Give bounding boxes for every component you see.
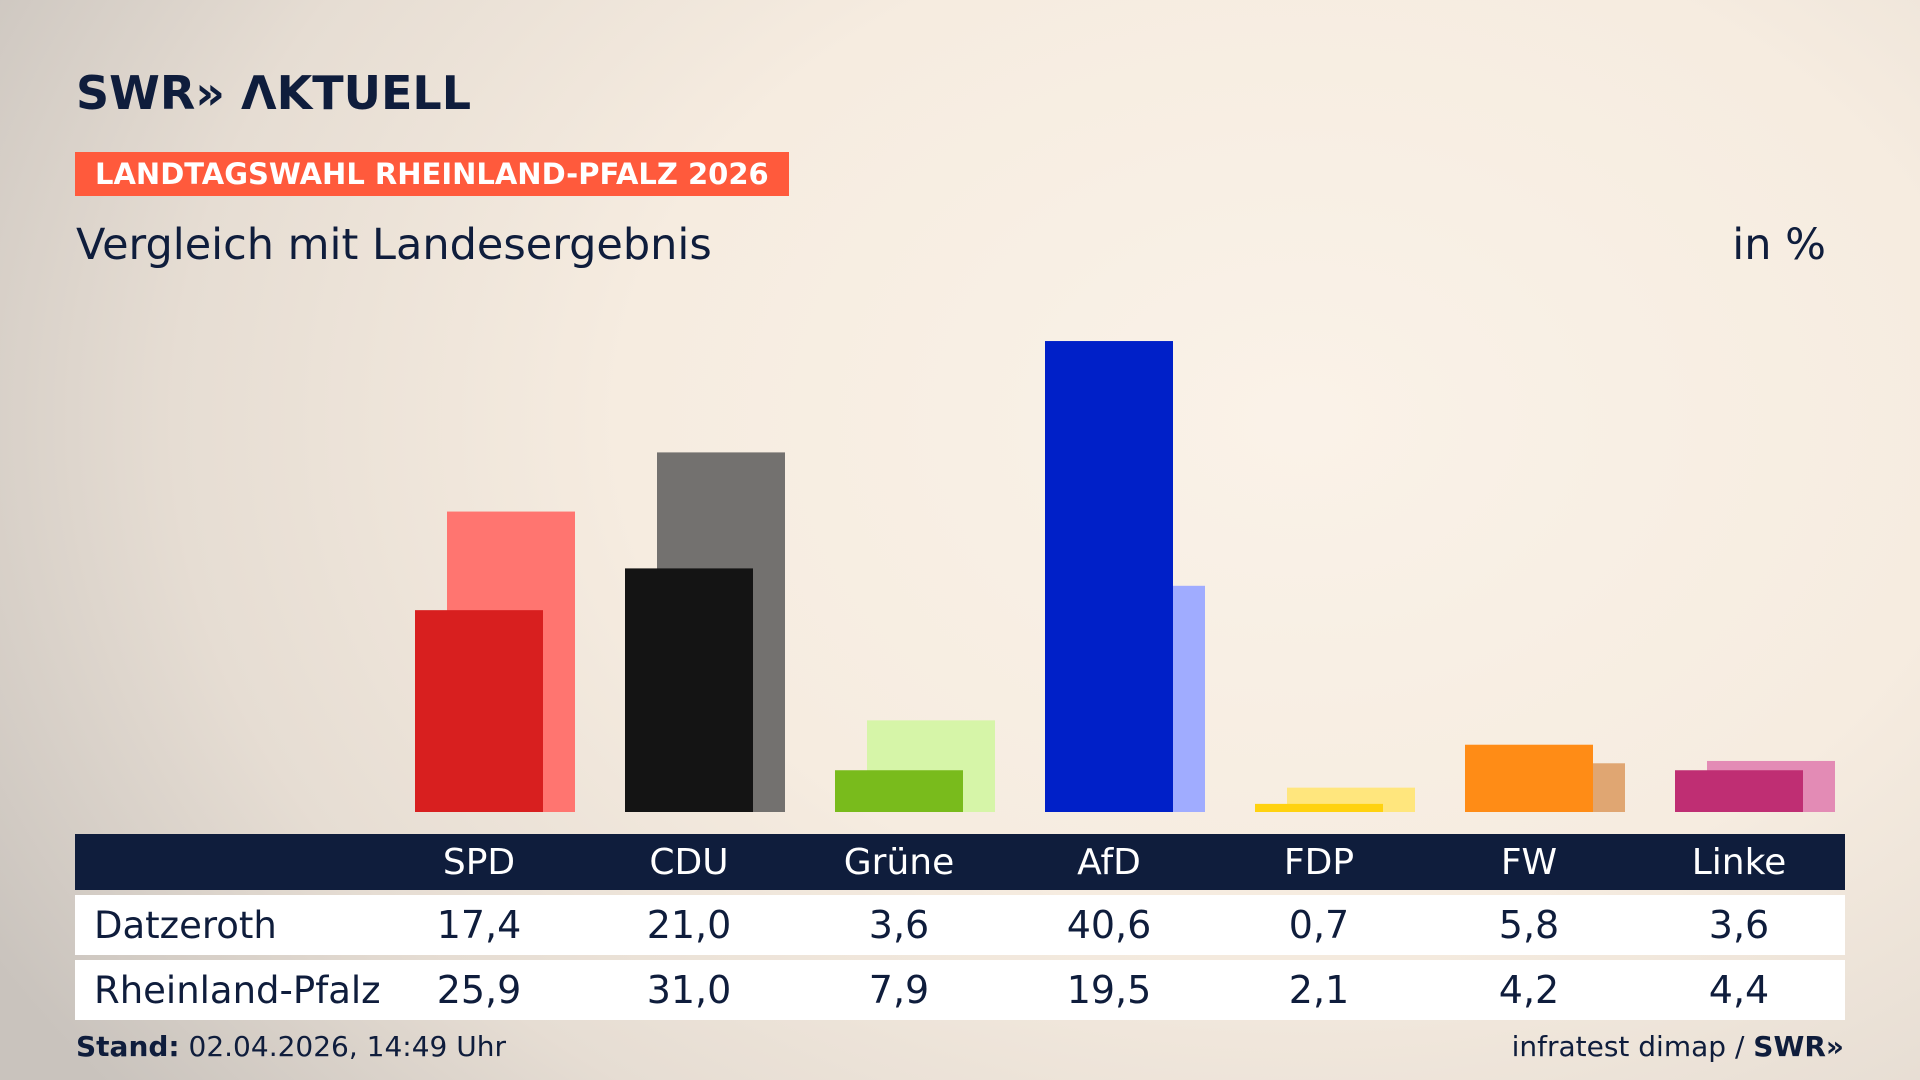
timestamp: Stand: 02.04.2026, 14:49 Uhr bbox=[76, 1030, 506, 1063]
swr-aktuell-logo: SWR» ΛKTUELL bbox=[76, 66, 472, 120]
table-cell: 40,6 bbox=[1066, 903, 1152, 947]
table-header: SPD CDU Grüne AfD FDP FW Linke bbox=[75, 834, 1845, 890]
table-cell: 25,9 bbox=[436, 968, 522, 1012]
column-header: Linke bbox=[1691, 841, 1787, 883]
row-label: Rheinland-Pfalz bbox=[94, 968, 381, 1012]
column-header: CDU bbox=[649, 841, 729, 883]
table-cell: 21,0 bbox=[646, 903, 732, 947]
bar-cdu-datzeroth bbox=[625, 568, 753, 812]
election-badge: LANDTAGSWAHL RHEINLAND-PFALZ 2026 bbox=[75, 152, 789, 196]
table-row: Datzeroth 17,4 21,0 3,6 40,6 0,7 5,8 3,6 bbox=[75, 895, 1845, 955]
bar-grüne-datzeroth bbox=[835, 770, 963, 812]
table-cell: 4,4 bbox=[1708, 968, 1770, 1012]
bar-spd-datzeroth bbox=[415, 610, 543, 812]
source-text: infratest dimap / bbox=[1511, 1030, 1745, 1063]
table-cell: 4,2 bbox=[1498, 968, 1560, 1012]
bar-linke-datzeroth bbox=[1675, 770, 1803, 812]
stand-label: Stand: bbox=[76, 1030, 180, 1063]
row-label: Datzeroth bbox=[94, 903, 277, 947]
column-header: Grüne bbox=[843, 841, 955, 883]
table-cell: 17,4 bbox=[436, 903, 522, 947]
table-cell: 2,1 bbox=[1288, 968, 1350, 1012]
table-cell: 31,0 bbox=[646, 968, 732, 1012]
table-cell: 5,8 bbox=[1498, 903, 1560, 947]
column-header: FDP bbox=[1283, 841, 1355, 883]
source: infratest dimap / SWR» bbox=[1512, 1030, 1844, 1063]
table-cell: 19,5 bbox=[1066, 968, 1152, 1012]
bar-fdp-datzeroth bbox=[1255, 803, 1383, 812]
table-row: Rheinland-Pfalz 25,9 31,0 7,9 19,5 2,1 4,2 4,4 bbox=[75, 960, 1845, 1020]
table-cell: 3,6 bbox=[1708, 903, 1770, 947]
table-cell: 3,6 bbox=[868, 903, 930, 947]
source-brand: SWR» bbox=[1753, 1030, 1844, 1063]
bar-fw-datzeroth bbox=[1465, 744, 1593, 812]
chart-subtitle: Vergleich mit Landesergebnis bbox=[76, 220, 712, 270]
bar-chart bbox=[415, 341, 1835, 812]
column-header: SPD bbox=[442, 841, 516, 883]
unit-label: in % bbox=[1732, 220, 1826, 270]
table-cell: 7,9 bbox=[868, 968, 930, 1012]
table-cell: 0,7 bbox=[1288, 903, 1350, 947]
stand-value: 02.04.2026, 14:49 Uhr bbox=[188, 1030, 506, 1063]
bar-afd-datzeroth bbox=[1045, 341, 1173, 812]
column-header: FW bbox=[1500, 841, 1558, 883]
column-header: AfD bbox=[1077, 841, 1141, 883]
results-table: SPD CDU Grüne AfD FDP FW Linke Datzeroth 17,4 2… bbox=[75, 834, 1845, 1020]
